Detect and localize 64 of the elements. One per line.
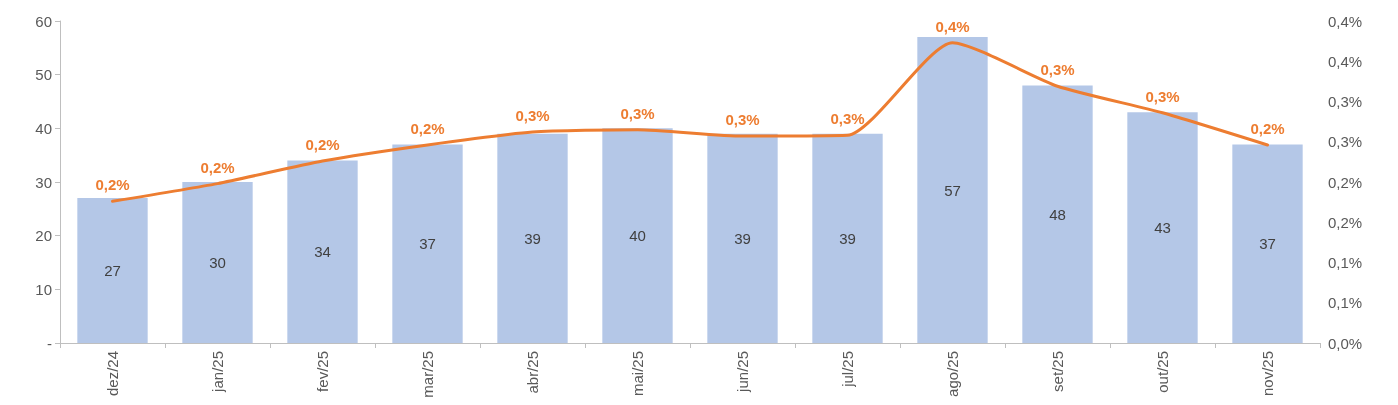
data-label: 37 [419,235,436,253]
bar [1127,112,1198,343]
y-tick-label: 30 [35,173,52,191]
y-tick-label: - [47,334,52,352]
data-label: 0,2% [95,176,130,194]
y-tick-label: 50 [35,66,52,84]
y2-tick-label: 0,2% [1328,173,1363,191]
bar [707,133,778,343]
x-tick-label: jun/25 [734,351,751,393]
bar [1232,144,1303,343]
x-tick-label: dez/24 [104,351,121,397]
data-label: 0,4% [935,17,970,35]
data-label: 0,3% [830,110,865,128]
bar [497,133,568,343]
y-tick-label: 10 [35,280,52,298]
data-label: 0,2% [410,119,445,137]
data-label: 37 [1259,235,1276,253]
x-tick-label: set/25 [1049,351,1066,392]
x-tick-label: jul/25 [839,351,856,388]
data-label: 27 [104,262,121,280]
y2-tick-label: 0,3% [1328,133,1363,151]
y2-tick-label: 0,2% [1328,213,1363,231]
x-tick-label: out/25 [1154,351,1171,393]
data-label: 43 [1154,219,1171,237]
y2-tick-label: 0,1% [1328,294,1363,312]
data-label: 0,3% [620,104,655,122]
data-label: 0,2% [200,158,235,176]
data-label: 0,2% [305,136,340,154]
data-label: 39 [524,229,541,247]
y-tick-label: 40 [35,119,52,137]
data-label: 39 [734,229,751,247]
x-tick-label: ago/25 [944,351,961,397]
bar [812,133,883,343]
data-label: 40 [629,227,646,245]
x-tick-label: fev/25 [314,351,331,392]
y2-tick-label: 0,1% [1328,254,1363,271]
y2-tick-label: 0,0% [1328,334,1363,352]
bar [917,37,988,343]
y-tick-label: 20 [35,227,52,245]
x-tick-label: nov/25 [1259,351,1276,397]
bar [392,144,463,343]
data-label: 0,3% [1145,87,1180,105]
bar [182,182,253,343]
data-label: 57 [944,181,961,199]
y2-tick-label: 0,4% [1328,12,1363,30]
data-label: 0,3% [1040,61,1075,79]
bar [77,198,148,343]
data-label: 0,3% [515,107,550,125]
data-label: 34 [314,243,331,261]
data-label: 48 [1049,205,1066,223]
x-tick-label: mar/25 [419,351,436,398]
y2-tick-label: 0,4% [1328,52,1363,70]
data-label: 0,3% [725,111,760,129]
x-tick-label: abr/25 [524,351,541,394]
y2-tick-label: 0,3% [1328,93,1363,110]
data-label: 39 [839,229,856,247]
y-tick-label: 60 [35,12,52,30]
bar [1022,85,1093,343]
data-label: 0,2% [1250,119,1285,137]
data-label: 30 [209,254,226,271]
x-tick-label: mai/25 [629,351,646,397]
bar [287,160,358,343]
bar [602,128,673,343]
x-tick-label: jan/25 [209,351,226,393]
